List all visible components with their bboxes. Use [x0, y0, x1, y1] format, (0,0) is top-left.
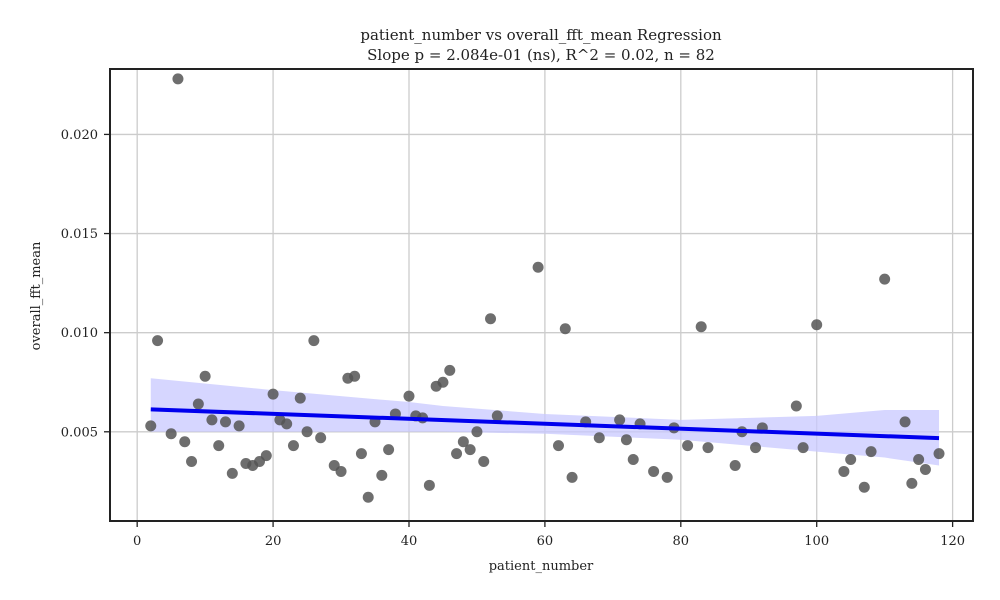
data-point [485, 313, 497, 325]
data-point [172, 73, 184, 85]
data-point [879, 273, 891, 285]
data-point [919, 463, 931, 475]
data-point [349, 370, 361, 382]
data-point [811, 319, 823, 331]
x-tick-label: 80 [673, 534, 690, 549]
data-point [281, 418, 293, 430]
data-point [906, 477, 918, 489]
y-tick-label: 0.005 [61, 425, 98, 440]
data-point [552, 440, 564, 452]
data-point [165, 428, 177, 440]
data-point [838, 465, 850, 477]
regression-line-layer [150, 407, 940, 441]
data-point [797, 442, 809, 454]
data-point [532, 261, 544, 273]
data-point [376, 469, 388, 481]
data-point [423, 479, 435, 491]
data-point [865, 446, 877, 458]
data-point [471, 426, 483, 438]
data-point [206, 414, 218, 426]
data-point [661, 471, 673, 483]
data-point [199, 370, 211, 382]
y-tick-label: 0.015 [61, 227, 98, 242]
data-point [648, 465, 660, 477]
y-axis-ticks: 0.005 0.010 0.015 0.020 [61, 128, 110, 440]
data-point [294, 392, 306, 404]
x-tick-label: 40 [401, 534, 418, 549]
data-point [152, 335, 164, 347]
data-point [682, 440, 694, 452]
data-point [233, 420, 245, 432]
y-tick-label: 0.020 [61, 128, 98, 143]
x-tick-label: 120 [940, 534, 965, 549]
x-tick-label: 0 [133, 534, 141, 549]
data-point [933, 448, 945, 460]
data-point [315, 432, 327, 444]
scatter-points [145, 73, 945, 503]
data-point [186, 456, 198, 468]
data-point [451, 448, 463, 460]
x-tick-label: 60 [537, 534, 554, 549]
data-point [695, 321, 707, 333]
x-axis-label: patient_number [489, 559, 594, 574]
data-point [593, 432, 605, 444]
data-point [559, 323, 571, 335]
y-axis-label: overall_fft_mean [29, 241, 44, 350]
data-point [335, 465, 347, 477]
data-point [913, 454, 925, 466]
data-point [457, 436, 469, 448]
chart-subtitle: Slope p = 2.084e-01 (ns), R^2 = 0.02, n … [367, 46, 715, 64]
chart-title: patient_number vs overall_fft_mean Regre… [360, 26, 722, 44]
x-axis-ticks: 0 20 40 60 80 100 120 [133, 521, 965, 549]
regression-line [150, 407, 940, 441]
data-point [383, 444, 395, 456]
data-point [179, 436, 191, 448]
data-point [213, 440, 225, 452]
data-point [566, 471, 578, 483]
data-point [287, 440, 299, 452]
x-tick-label: 100 [804, 534, 829, 549]
data-point [301, 426, 313, 438]
plot-frame [109, 68, 974, 522]
data-point [899, 416, 911, 428]
data-point [220, 416, 232, 428]
data-point [308, 335, 320, 347]
data-point [729, 459, 741, 471]
data-point [260, 450, 272, 462]
data-point [355, 448, 367, 460]
data-point [267, 388, 279, 400]
axes-frame [109, 68, 974, 522]
data-point [478, 456, 490, 468]
data-point [845, 454, 857, 466]
data-point [437, 376, 449, 388]
grid [110, 69, 973, 521]
y-tick-label: 0.010 [61, 326, 98, 341]
data-point [226, 467, 238, 479]
data-point [362, 491, 374, 503]
data-point [620, 434, 632, 446]
data-point [614, 414, 626, 426]
data-point [750, 442, 762, 454]
data-point [491, 410, 503, 422]
data-point [464, 444, 476, 456]
x-tick-label: 20 [265, 534, 282, 549]
data-point [627, 454, 639, 466]
data-point [790, 400, 802, 412]
data-point [702, 442, 714, 454]
data-point [858, 481, 870, 493]
data-point [403, 390, 415, 402]
data-point [145, 420, 157, 432]
data-point [444, 364, 456, 376]
data-point [192, 398, 204, 410]
